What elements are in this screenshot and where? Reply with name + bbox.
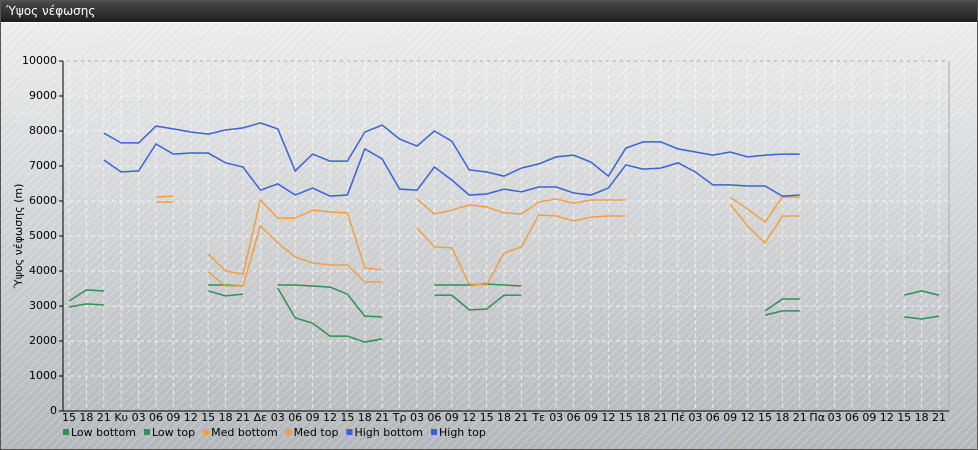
legend-swatch (63, 429, 69, 435)
x-tick-label: 06 (149, 411, 163, 424)
line (68, 287, 940, 343)
x-tick-label: 12 (741, 411, 755, 424)
y-tick-label: 8000 (29, 124, 57, 137)
y-axis-label: Ύψος νέφωσης (m) (12, 184, 25, 290)
x-tick-label: 21 (375, 411, 389, 424)
x-tick-label: 15 (480, 411, 494, 424)
x-tick-label: 18 (497, 411, 511, 424)
legend-swatch (346, 429, 353, 435)
x-tick-label: 09 (445, 411, 459, 424)
x-tick-label: 03 (828, 411, 842, 424)
line (156, 201, 800, 287)
legend-label: Low top (152, 426, 195, 439)
line (155, 195, 800, 276)
x-tick-label: 12 (323, 411, 337, 424)
x-tick-label: 03 (271, 411, 285, 424)
x-tick-label: 21 (97, 411, 111, 424)
x-tick-label: 06 (288, 411, 302, 424)
x-tick-label: 18 (219, 411, 233, 424)
y-tick-label: 5000 (29, 229, 57, 242)
y-tick-label: 1000 (29, 369, 57, 382)
legend-swatch (431, 429, 437, 435)
x-tick-label: 12 (601, 411, 615, 424)
x-tick-label: 12 (184, 411, 198, 424)
legend-label: High bottom (354, 426, 423, 439)
x-tick-label: 06 (427, 411, 441, 424)
legend-swatch (285, 429, 292, 435)
legend-label: Low bottom (71, 426, 136, 439)
chart: Ύψος νέφωσης (m) 0 1000 2000 3000 4000 5000 60… (1, 23, 977, 449)
x-tick-label: 21 (514, 411, 528, 424)
y-tick-label: 6000 (29, 194, 57, 207)
x-tick-label: 09 (862, 411, 876, 424)
x-tick-label: 06 (706, 411, 720, 424)
x-tick-label: 21 (654, 411, 668, 424)
legend-swatch (143, 429, 150, 435)
x-tick-label: 06 (567, 411, 581, 424)
legend-label: High top (439, 426, 486, 439)
title-bar: Ύψος νέφωσης (1, 1, 977, 22)
y-tick-label: 4000 (29, 264, 57, 277)
x-tick-label: 06 (845, 411, 859, 424)
y-tick-label: 3000 (29, 299, 57, 312)
x-tick-label: Δε (254, 411, 268, 424)
y-tick-label: 10000 (22, 54, 57, 67)
x-tick-label: 03 (132, 411, 146, 424)
x-tick-label: 09 (166, 411, 180, 424)
x-tick-label: 15 (758, 411, 772, 424)
x-tick-label: 09 (306, 411, 320, 424)
x-tick-label: 15 (619, 411, 633, 424)
y-tick-label: 0 (50, 404, 57, 417)
x-tick-label: Τρ (392, 411, 407, 424)
x-tick-label: 09 (584, 411, 598, 424)
x-tick-label: Κυ (114, 411, 128, 424)
x-tick-label: 18 (79, 411, 93, 424)
x-tick-label: 18 (636, 411, 650, 424)
x-tick-label: 03 (549, 411, 563, 424)
x-tick-label: 21 (236, 411, 250, 424)
x-tick-label: 15 (62, 411, 76, 424)
x-tick-label: 12 (880, 411, 894, 424)
line (103, 142, 800, 197)
x-tick-label: Τε (531, 411, 545, 424)
line (103, 122, 800, 178)
x-tick-label: 18 (775, 411, 789, 424)
x-tick-label: 12 (462, 411, 476, 424)
x-tick-label: 09 (723, 411, 737, 424)
x-tick-label: 03 (410, 411, 424, 424)
y-tick-label: 7000 (29, 159, 57, 172)
legend-label: Med bottom (211, 426, 278, 439)
x-tick-label: 18 (358, 411, 372, 424)
x-tick-label: 15 (897, 411, 911, 424)
x-tick-label: 03 (688, 411, 702, 424)
x-tick-label: 21 (932, 411, 946, 424)
x-tick-label: 18 (915, 411, 929, 424)
legend-swatch (203, 429, 210, 435)
y-tick-label: 9000 (29, 89, 57, 102)
x-tick-label: Πα (809, 411, 825, 424)
x-tick-label: Πέ (671, 411, 685, 424)
x-tick-label: 21 (793, 411, 807, 424)
x-tick-label: 15 (201, 411, 215, 424)
legend-label: Med top (294, 426, 339, 439)
y-tick-label: 2000 (29, 334, 57, 347)
x-tick-label: 15 (340, 411, 354, 424)
